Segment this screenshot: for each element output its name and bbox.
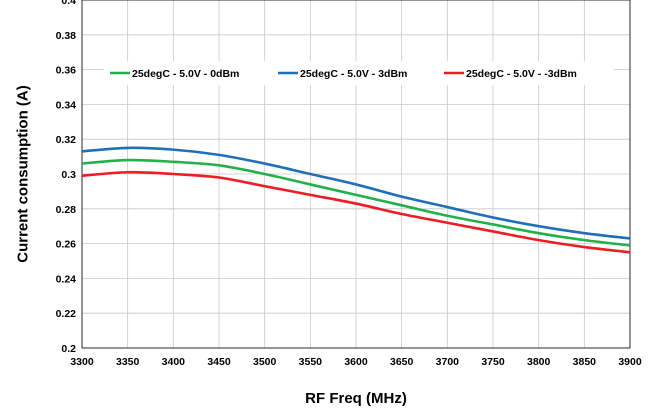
x-tick-label: 3750 (481, 356, 505, 368)
y-tick-label: 0.26 (56, 239, 77, 251)
series-lines (81, 146, 631, 254)
x-tick-label: 3650 (390, 356, 414, 368)
x-tick-label: 3450 (207, 356, 231, 368)
plot-area-frame (81, 0, 631, 349)
y-axis-title: Current consumption (A) (14, 85, 31, 263)
y-tick-label: 0.22 (56, 308, 77, 320)
y-axis-ticks: 0.2 0.22 0.24 0.26 0.28 0.3 0.32 0.34 0.36 0.38 0.… (56, 0, 77, 355)
x-tick-label: 3800 (527, 356, 551, 368)
y-tick-label: 0.24 (56, 273, 77, 285)
y-tick-label: 0.4 (61, 0, 76, 7)
x-tick-label: 3550 (299, 356, 323, 368)
x-tick-label: 3300 (70, 356, 94, 368)
legend-entry-2: 25degC - 5.0V - -3dBm (466, 68, 577, 80)
x-tick-label: 3600 (344, 356, 368, 368)
x-axis-title: RF Freq (MHz) (305, 390, 407, 407)
y-tick-label: 0.34 (56, 99, 77, 111)
series-line-1 (81, 146, 631, 240)
y-tick-label: 0.3 (61, 169, 76, 181)
series-line-2 (81, 170, 631, 254)
x-tick-label: 3350 (116, 356, 140, 368)
x-axis-ticks: 3300 3350 3400 3450 3500 3550 3600 3650 3700 3750… (70, 356, 642, 368)
series-line-0 (81, 158, 631, 247)
x-tick-label: 3700 (436, 356, 460, 368)
legend-background (104, 61, 614, 85)
x-tick-label: 3850 (573, 356, 597, 368)
y-tick-label: 0.28 (56, 204, 77, 216)
y-tick-label: 0.32 (56, 134, 77, 146)
x-tick-label: 3500 (253, 356, 277, 368)
legend: 25degC - 5.0V - 0dBm 25degC - 5.0V - 3dBm… (104, 61, 614, 85)
x-tick-label: 3900 (618, 356, 642, 368)
y-tick-label: 0.2 (61, 343, 76, 355)
x-tick-label: 3400 (162, 356, 186, 368)
legend-entry-0: 25degC - 5.0V - 0dBm (132, 68, 239, 80)
legend-entry-1: 25degC - 5.0V - 3dBm (300, 68, 407, 80)
y-tick-label: 0.36 (56, 65, 77, 77)
y-tick-label: 0.38 (56, 30, 77, 42)
